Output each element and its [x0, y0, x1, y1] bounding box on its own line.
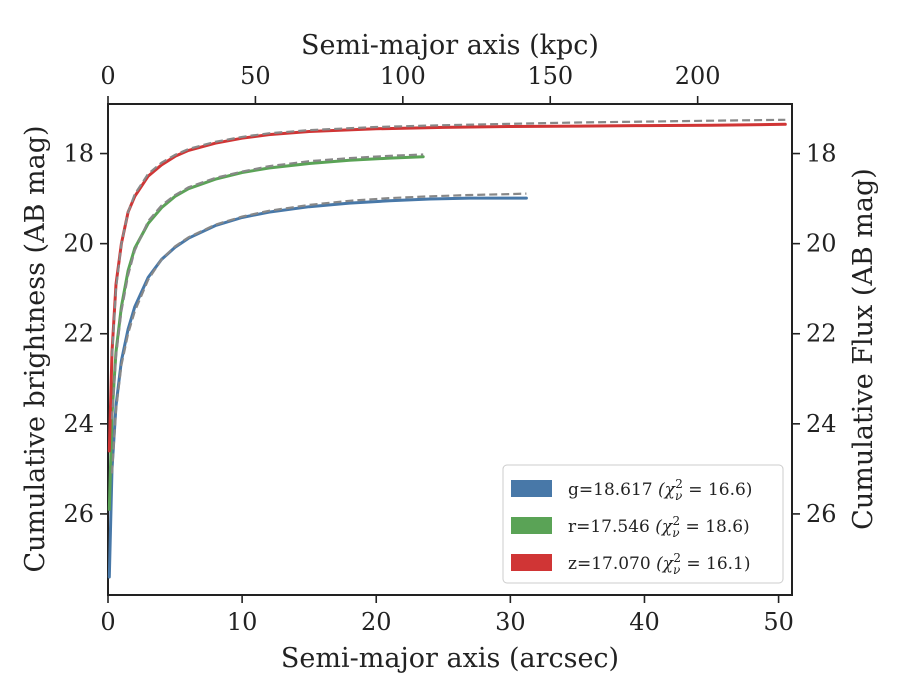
legend-text-part: (χ: [658, 480, 677, 500]
legend-text-part: (χ: [655, 517, 674, 537]
x-top-tick-label: 0: [100, 62, 115, 90]
y-right-tick-label: 22: [806, 320, 837, 348]
x-top-axis-title: Semi-major axis (kpc): [301, 30, 599, 61]
y-tick-label: 26: [63, 500, 94, 528]
x-axis-title: Semi-major axis (arcsec): [281, 643, 619, 674]
legend-text-part: = 16.1): [681, 554, 751, 574]
y-tick-label: 20: [63, 230, 94, 258]
y-tick-label: 22: [63, 320, 94, 348]
y-right-axis-title: Cumulative Flux (AB mag): [848, 168, 879, 530]
legend-text-part: 2: [673, 551, 681, 565]
x-top-tick-label: 50: [240, 62, 271, 90]
y-right-tick-label: 24: [806, 410, 837, 438]
x-tick-label: 0: [100, 608, 115, 636]
legend-label-r: r=17.546 (χν2 = 18.6): [568, 514, 750, 540]
y-right-tick-label: 26: [806, 500, 837, 528]
y-right-tick-label: 18: [806, 140, 837, 168]
legend-text-part: z=17.070: [568, 554, 656, 574]
model-line-r: [110, 153, 424, 420]
legend-swatch-z: [511, 554, 552, 571]
x-tick-label: 40: [629, 608, 660, 636]
legend-swatch-r: [511, 517, 552, 534]
legend-entries: g=18.617 (χν2 = 16.6)r=17.546 (χν2 = 18.…: [511, 477, 752, 577]
legend-text-part: = 18.6): [680, 517, 750, 537]
series-line-z: [107, 122, 787, 453]
legend-text-part: 2: [673, 514, 681, 528]
legend: g=18.617 (χν2 = 16.6)r=17.546 (χν2 = 18.…: [502, 464, 784, 584]
legend-box: [502, 464, 784, 584]
curve-group: [107, 118, 787, 579]
legend-text-part: 2: [675, 477, 683, 491]
plot-frame: [107, 103, 793, 596]
x-top-tick-label: 200: [675, 62, 721, 90]
y-axis-title: Cumulative brightness (AB mag): [20, 125, 51, 572]
series-line-r: [107, 155, 425, 511]
series-line-g: [107, 196, 528, 579]
model-line-g: [110, 192, 527, 474]
model-line-z: [110, 118, 786, 357]
y-right-tick-label: 20: [806, 230, 837, 258]
legend-text-part: = 16.6): [683, 480, 753, 500]
x-tick-label: 20: [361, 608, 392, 636]
legend-text-part: ν: [673, 563, 680, 577]
legend-label-g: g=18.617 (χν2 = 16.6): [568, 477, 752, 503]
legend-text-part: g=18.617: [568, 480, 658, 500]
x-tick-label: 10: [227, 608, 258, 636]
legend-label-z: z=17.070 (χν2 = 16.1): [568, 551, 751, 577]
x-tick-label: 30: [495, 608, 526, 636]
y-tick-label: 24: [63, 410, 94, 438]
legend-text-part: (χ: [656, 554, 675, 574]
x-top-tick-label: 100: [380, 62, 426, 90]
x-top-tick-label: 150: [527, 62, 573, 90]
x-tick-label: 50: [763, 608, 794, 636]
y-tick-label: 18: [63, 140, 94, 168]
legend-text-part: r=17.546: [568, 517, 655, 537]
legend-text-part: ν: [675, 489, 682, 503]
legend-text-part: ν: [672, 526, 679, 540]
legend-swatch-g: [511, 480, 552, 497]
